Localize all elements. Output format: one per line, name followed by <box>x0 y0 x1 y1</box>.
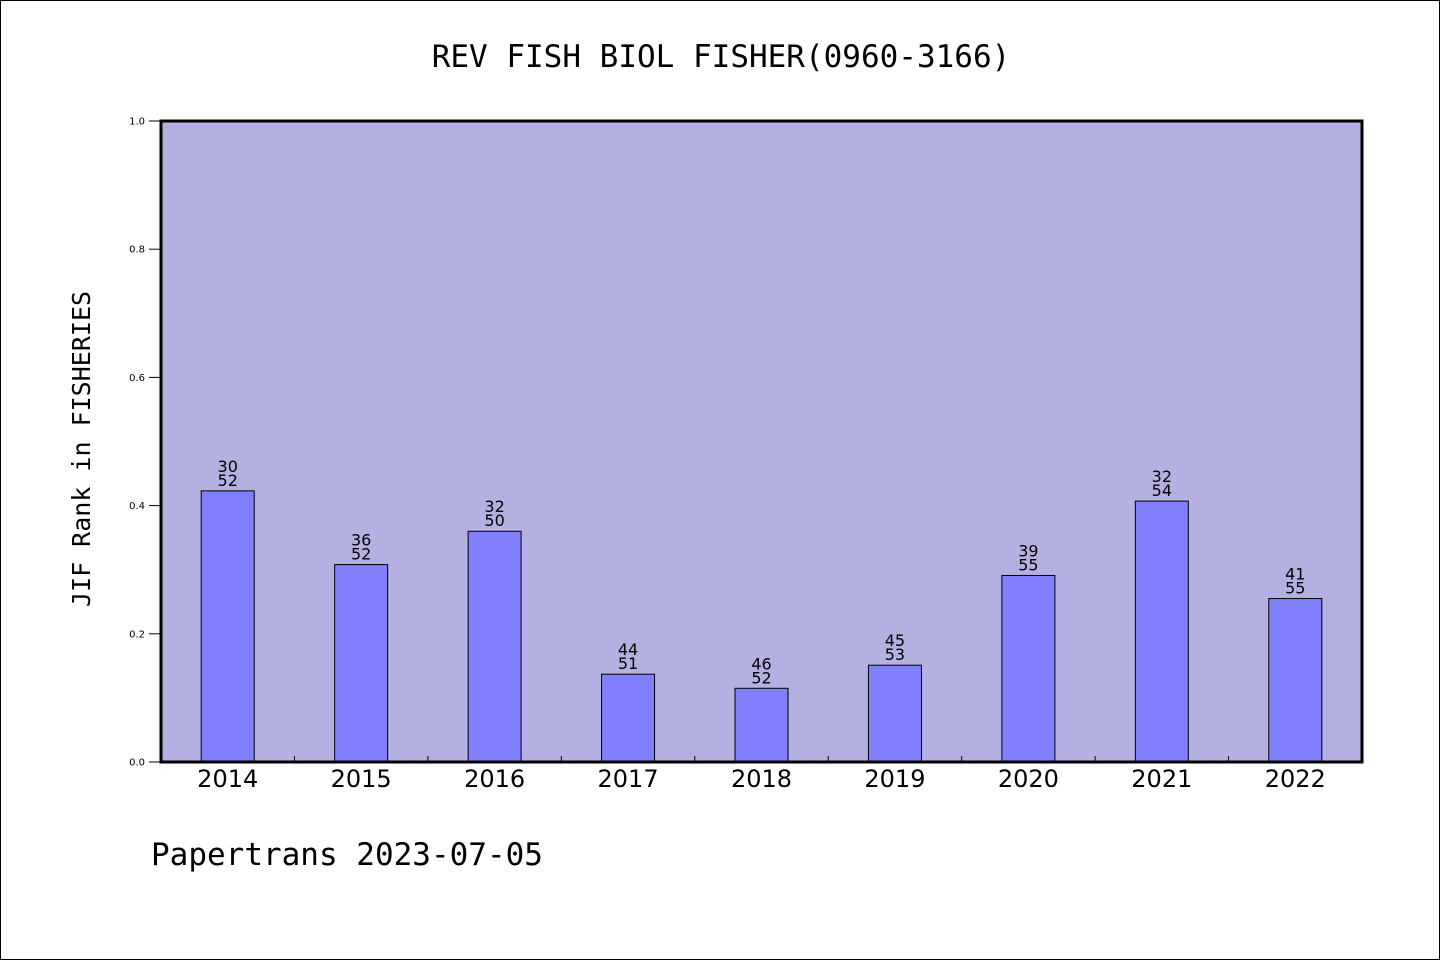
bar-rank-label: 45 <box>885 631 905 650</box>
bar-2018 <box>734 687 789 763</box>
y-tick-label: 0.6 <box>129 373 145 384</box>
x-tick-label: 2016 <box>464 765 525 793</box>
x-tick-label: 2022 <box>1265 765 1326 793</box>
footer-text: Papertrans 2023-07-05 <box>151 837 543 873</box>
bar-rank-label: 36 <box>351 531 371 550</box>
bar-2019 <box>867 664 922 763</box>
chart-title: REV FISH BIOL FISHER(0960-3166) <box>432 39 1011 75</box>
bar-total-label: 55 <box>1018 555 1038 574</box>
x-tick-label: 2019 <box>864 765 925 793</box>
bars-group <box>200 490 1323 763</box>
bar-2020 <box>1001 574 1056 763</box>
bar-total-label: 53 <box>885 645 905 664</box>
y-tick-label: 0.8 <box>129 245 145 256</box>
bar-total-label: 52 <box>351 545 371 564</box>
y-tick-label: 0.4 <box>129 501 145 512</box>
bar-total-label: 51 <box>618 654 638 673</box>
bar-2015 <box>334 564 389 763</box>
y-tick-label: 0.2 <box>129 629 145 640</box>
bar-total-label: 54 <box>1152 481 1172 500</box>
bar-total-label: 55 <box>1285 579 1305 598</box>
x-tick-label: 2020 <box>998 765 1059 793</box>
x-tick-label: 2015 <box>331 765 392 793</box>
x-tick-label: 2021 <box>1131 765 1192 793</box>
bar-2017 <box>601 673 656 763</box>
bar-rank-label: 44 <box>618 640 638 659</box>
bar-2021 <box>1134 500 1189 763</box>
y-tick-label: 0.0 <box>129 758 145 769</box>
bar-total-label: 52 <box>218 471 238 490</box>
x-tick-label: 2018 <box>731 765 792 793</box>
bar-rank-label: 41 <box>1285 565 1305 584</box>
plot-border <box>159 119 1364 764</box>
bar-total-label: 52 <box>751 668 771 687</box>
bar-rank-label: 30 <box>218 457 238 476</box>
bar-2014 <box>200 490 255 763</box>
y-axis: 0.0 0.2 0.4 0.6 0.8 1.0 <box>129 117 161 769</box>
y-tick-label: 1.0 <box>129 117 145 128</box>
bar-2022 <box>1268 598 1323 763</box>
y-axis-label: JIF Rank in FISHERIES <box>67 291 96 607</box>
x-tick-label: 2017 <box>598 765 659 793</box>
bar-total-label: 50 <box>484 511 504 530</box>
bar-rank-label: 32 <box>1152 467 1172 486</box>
x-tick-label: 2014 <box>197 765 258 793</box>
x-axis: 2014 2015 2016 2017 2018 2019 2020 2021 2022 <box>197 756 1326 793</box>
bar-rank-label: 46 <box>751 654 771 673</box>
bar-rank-label: 39 <box>1018 541 1038 560</box>
bar-rank-label: 32 <box>484 497 504 516</box>
bar-2016 <box>467 530 522 763</box>
